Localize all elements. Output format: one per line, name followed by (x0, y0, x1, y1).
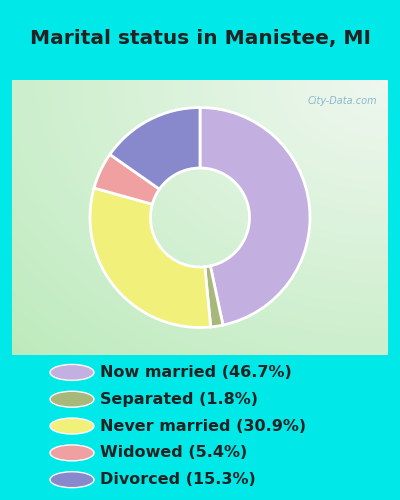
Wedge shape (200, 108, 310, 325)
Circle shape (50, 364, 94, 380)
Wedge shape (94, 154, 160, 204)
Circle shape (50, 472, 94, 488)
Circle shape (50, 391, 94, 407)
Text: Never married (30.9%): Never married (30.9%) (100, 418, 306, 434)
Text: Now married (46.7%): Now married (46.7%) (100, 365, 292, 380)
Circle shape (50, 418, 94, 434)
Text: Divorced (15.3%): Divorced (15.3%) (100, 472, 256, 487)
Text: Widowed (5.4%): Widowed (5.4%) (100, 446, 247, 460)
Text: Separated (1.8%): Separated (1.8%) (100, 392, 258, 406)
Text: City-Data.com: City-Data.com (307, 96, 377, 106)
Circle shape (50, 445, 94, 461)
Text: Marital status in Manistee, MI: Marital status in Manistee, MI (30, 29, 370, 48)
Wedge shape (205, 266, 223, 327)
Wedge shape (110, 108, 200, 189)
Wedge shape (90, 188, 211, 328)
